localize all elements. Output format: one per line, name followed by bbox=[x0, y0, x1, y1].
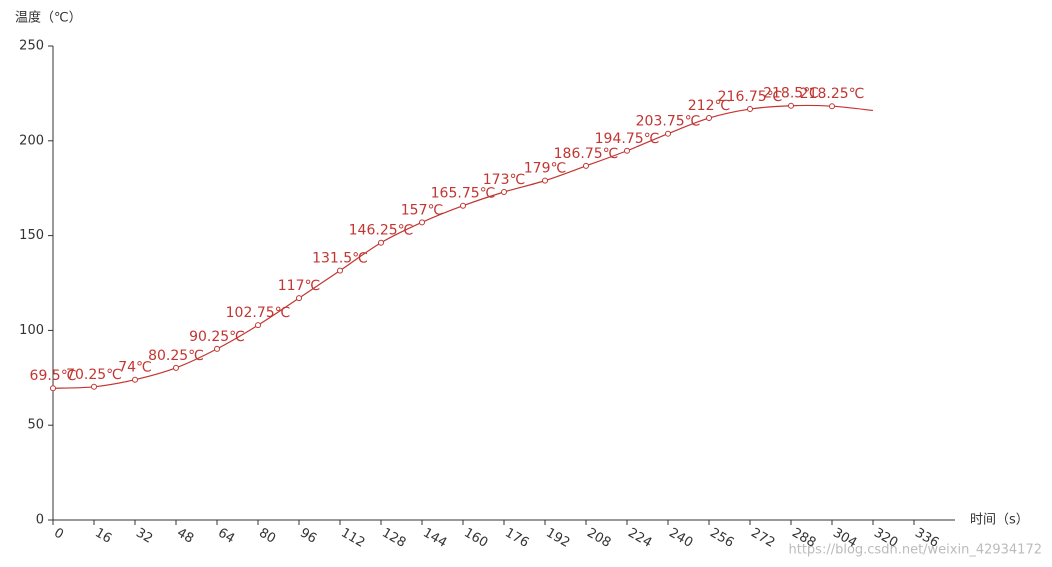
data-label: 80.25℃ bbox=[148, 348, 204, 364]
x-tick-label: 192 bbox=[543, 526, 572, 551]
data-label: 70.25℃ bbox=[66, 367, 122, 383]
y-tick-label: 250 bbox=[19, 39, 44, 54]
point bbox=[501, 188, 507, 195]
x-tick-label: 112 bbox=[338, 526, 367, 551]
x-tick-label: 64 bbox=[215, 526, 237, 547]
x-tick-label: 32 bbox=[133, 526, 155, 547]
x-tick-label: 16 bbox=[92, 526, 114, 547]
x-tick-label: 96 bbox=[297, 526, 319, 547]
point bbox=[624, 147, 630, 154]
point bbox=[214, 345, 220, 352]
data-label: 146.25℃ bbox=[349, 223, 414, 239]
point bbox=[173, 364, 179, 371]
x-tick-label: 128 bbox=[379, 526, 408, 551]
point bbox=[788, 102, 794, 109]
point bbox=[665, 130, 671, 137]
data-label: 218.5℃ bbox=[763, 86, 819, 102]
data-label: 186.75℃ bbox=[554, 146, 619, 162]
data-label: 179℃ bbox=[524, 161, 566, 177]
point bbox=[542, 177, 548, 184]
y-axis-label: 温度（℃） bbox=[15, 10, 82, 26]
point bbox=[296, 295, 302, 302]
point bbox=[583, 162, 589, 169]
y-tick-label: 0 bbox=[36, 513, 44, 528]
x-tick-label: 144 bbox=[420, 526, 449, 551]
data-label: 212℃ bbox=[688, 98, 730, 114]
point bbox=[747, 106, 753, 113]
x-tick-label: 224 bbox=[625, 526, 654, 551]
x-tick-label: 160 bbox=[461, 526, 490, 551]
data-label: 131.5℃ bbox=[312, 251, 368, 267]
x-tick-label: 176 bbox=[502, 526, 531, 551]
x-tick-label: 80 bbox=[256, 526, 278, 547]
y-tick-label: 200 bbox=[19, 133, 44, 148]
point bbox=[829, 103, 835, 110]
data-label: 69.5℃ bbox=[30, 368, 77, 384]
x-tick-label: 240 bbox=[666, 526, 695, 551]
x-tick-label: 48 bbox=[174, 526, 196, 547]
data-label: 102.75℃ bbox=[226, 305, 291, 321]
x-axis-label: 时间（s） bbox=[970, 513, 1029, 528]
point bbox=[91, 383, 97, 390]
data-label: 74℃ bbox=[118, 360, 152, 376]
series-line bbox=[52, 104, 874, 389]
data-label: 117℃ bbox=[278, 278, 320, 294]
y-tick-label: 100 bbox=[19, 323, 44, 338]
data-label: 194.75℃ bbox=[595, 131, 660, 147]
x-tick-label: 256 bbox=[707, 526, 736, 551]
data-label: 173℃ bbox=[483, 172, 525, 188]
data-label: 218.25℃ bbox=[800, 86, 865, 102]
data-label: 90.25℃ bbox=[189, 329, 245, 345]
data-label: 216.75℃ bbox=[718, 89, 783, 105]
x-tick-label: 208 bbox=[584, 526, 613, 551]
y-tick-label: 50 bbox=[27, 418, 44, 433]
point bbox=[460, 202, 466, 209]
y-tick-label: 150 bbox=[19, 228, 44, 243]
point bbox=[419, 219, 425, 226]
point bbox=[255, 322, 261, 329]
data-label: 157℃ bbox=[401, 202, 443, 218]
point bbox=[378, 239, 384, 246]
point bbox=[50, 385, 56, 392]
data-label: 203.75℃ bbox=[636, 114, 701, 130]
x-tick-label: 272 bbox=[748, 526, 777, 551]
watermark: https://blog.csdn.net/weixin_42934172 bbox=[788, 543, 1042, 558]
data-label: 165.75℃ bbox=[431, 186, 496, 202]
point bbox=[706, 115, 712, 122]
point bbox=[132, 376, 138, 383]
point bbox=[337, 267, 343, 274]
x-tick-label: 0 bbox=[51, 526, 66, 543]
